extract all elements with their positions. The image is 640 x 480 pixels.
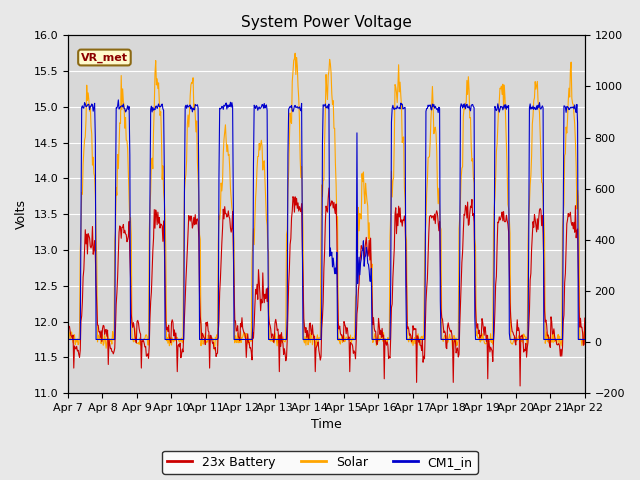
Legend: 23x Battery, Solar, CM1_in: 23x Battery, Solar, CM1_in: [163, 451, 477, 474]
Title: System Power Voltage: System Power Voltage: [241, 15, 412, 30]
Text: VR_met: VR_met: [81, 52, 128, 63]
X-axis label: Time: Time: [311, 419, 342, 432]
Y-axis label: Volts: Volts: [15, 199, 28, 229]
